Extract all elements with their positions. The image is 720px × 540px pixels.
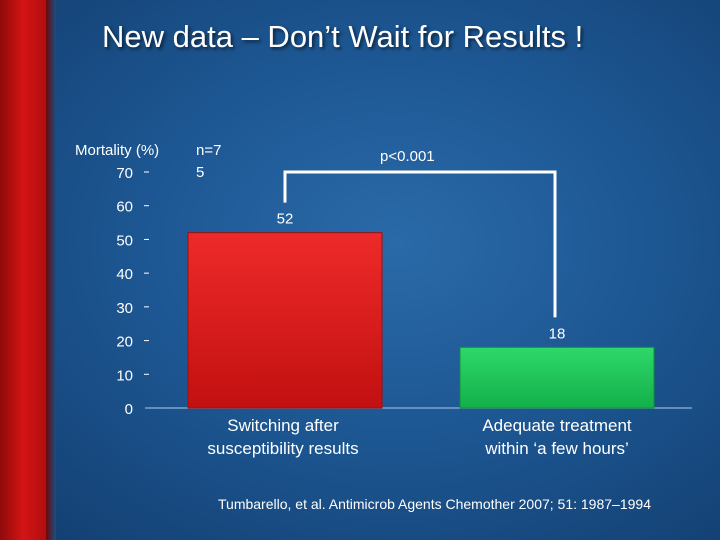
y-tick-label: 50 — [116, 232, 133, 249]
category-label-line: Switching after — [227, 416, 339, 435]
category-label-line: within ‘a few hours’ — [485, 439, 629, 458]
y-tick-label: 20 — [116, 334, 133, 351]
p-value-label: p<0.001 — [380, 148, 435, 165]
y-tick-label: 0 — [125, 401, 133, 418]
y-tick-label: 60 — [116, 199, 133, 216]
y-tick-label: 70 — [116, 165, 133, 182]
y-tick-label: 40 — [116, 266, 133, 283]
left-stripe-shadow — [46, 0, 56, 540]
category-label-switching: Switching after susceptibility results — [178, 414, 388, 460]
y-axis-label: Mortality (%) — [75, 142, 159, 159]
sample-size-label-line2: 5 — [196, 164, 204, 181]
y-tick-label: 10 — [116, 367, 133, 384]
bar-value-label: 52 — [277, 211, 294, 228]
category-label-line: susceptibility results — [207, 439, 359, 458]
bar-1 — [187, 232, 383, 409]
category-label-line: Adequate treatment — [482, 416, 632, 435]
significance-bracket — [283, 170, 557, 318]
citation: Tumbarello, et al. Antimicrob Agents Che… — [218, 496, 651, 512]
y-tick-label: 30 — [116, 300, 133, 317]
sample-size-label-line1: n=7 — [196, 142, 221, 159]
category-label-adequate: Adequate treatment within ‘a few hours’ — [452, 414, 662, 460]
bar-2 — [459, 346, 655, 409]
left-red-stripe — [0, 0, 46, 540]
bar-value-label: 18 — [549, 325, 566, 342]
slide-title: New data – Don’t Wait for Results ! — [102, 19, 584, 54]
